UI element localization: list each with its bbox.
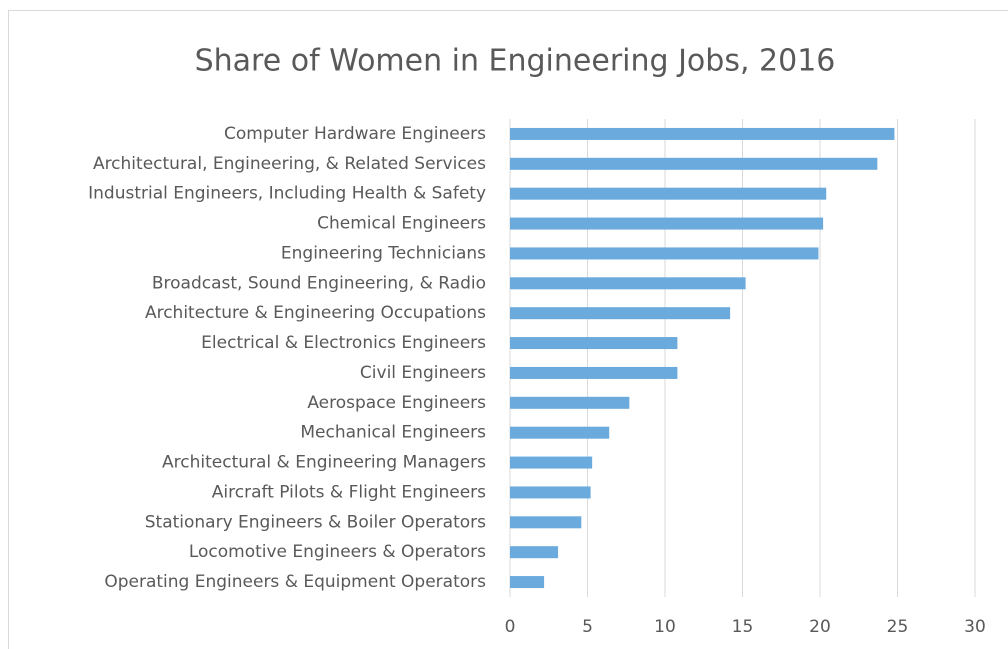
bar	[510, 576, 545, 589]
bar	[510, 396, 630, 409]
x-tick-label: 30	[964, 617, 986, 637]
y-tick-label: Architectural, Engineering, & Related Se…	[93, 154, 486, 174]
bar	[510, 307, 731, 320]
bar	[510, 366, 678, 379]
y-tick-label: Architectural & Engineering Managers	[162, 453, 486, 473]
x-tick-label: 15	[732, 617, 754, 637]
bar	[510, 157, 878, 170]
bar	[510, 426, 610, 439]
y-tick-label: Industrial Engineers, Including Health &…	[88, 184, 486, 204]
bar	[510, 516, 582, 529]
x-tick-label: 20	[809, 617, 831, 637]
y-tick-label: Civil Engineers	[360, 363, 486, 383]
x-tick-label: 0	[505, 617, 516, 637]
chart-title: Share of Women in Engineering Jobs, 2016	[195, 44, 836, 79]
y-tick-label: Electrical & Electronics Engineers	[201, 333, 486, 353]
bar	[510, 217, 824, 230]
y-tick-label: Aircraft Pilots & Flight Engineers	[212, 482, 486, 502]
y-tick-label: Chemical Engineers	[317, 214, 486, 234]
y-tick-label: Stationary Engineers & Boiler Operators	[145, 512, 486, 532]
x-tick-label: 10	[654, 617, 676, 637]
x-tick-label: 25	[887, 617, 909, 637]
y-tick-label: Locomotive Engineers & Operators	[189, 542, 486, 562]
bar	[510, 277, 746, 290]
y-tick-label: Architecture & Engineering Occupations	[145, 303, 486, 323]
bar	[510, 127, 895, 140]
y-tick-label: Aerospace Engineers	[307, 393, 486, 413]
bar	[510, 486, 591, 499]
y-tick-label: Broadcast, Sound Engineering, & Radio	[152, 273, 486, 293]
x-tick-label: 5	[582, 617, 593, 637]
y-tick-label: Engineering Technicians	[281, 243, 486, 263]
y-tick-label: Operating Engineers & Equipment Operator…	[104, 572, 486, 592]
y-tick-label: Mechanical Engineers	[300, 423, 486, 443]
y-tick-label: Computer Hardware Engineers	[224, 124, 486, 144]
bar	[510, 337, 678, 350]
bar	[510, 247, 819, 260]
bar	[510, 546, 559, 559]
chart-border	[8, 10, 1008, 649]
bar	[510, 187, 827, 200]
bar	[510, 456, 593, 469]
